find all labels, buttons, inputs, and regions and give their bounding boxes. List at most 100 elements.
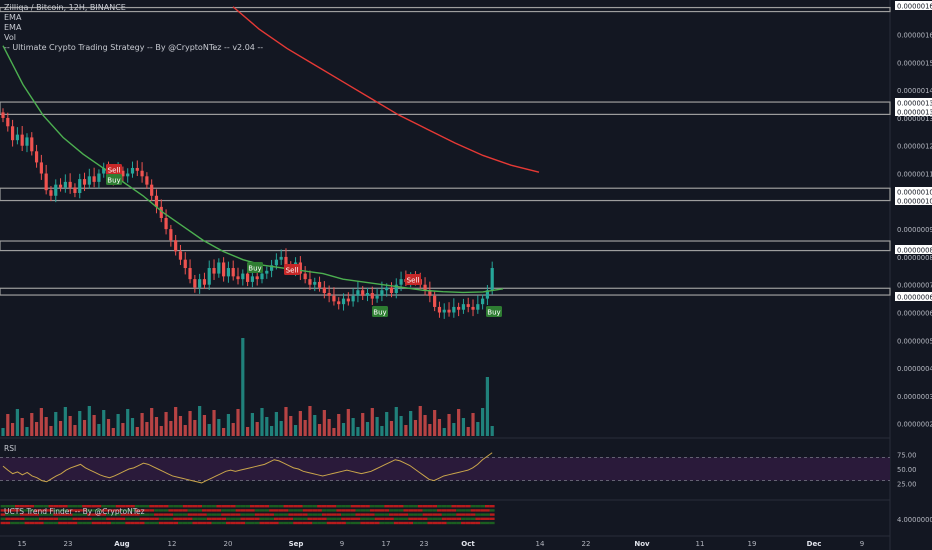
trend-cell: [489, 517, 495, 520]
trend-cell: [62, 509, 68, 512]
trend-cell: [283, 509, 289, 512]
trend-cell: [96, 517, 102, 520]
volume-bar: [457, 409, 461, 436]
trend-cell: [312, 517, 318, 520]
candle-body: [135, 167, 139, 171]
trend-cell: [53, 509, 59, 512]
volume-bar: [250, 413, 254, 436]
candle-body: [1, 112, 5, 118]
trend-cell: [202, 513, 207, 516]
trend-cell: [317, 505, 322, 508]
trend-cell: [115, 521, 121, 525]
trend-cell: [312, 509, 318, 512]
candle-body: [145, 176, 149, 185]
volume-bar: [375, 417, 379, 436]
volume-bar: [284, 407, 288, 436]
trend-cell: [288, 521, 294, 525]
trend-cell: [168, 517, 174, 520]
signal-sell-marker: [405, 274, 421, 285]
trend-cell: [432, 521, 438, 525]
candle-body: [130, 167, 135, 174]
trend-cell: [53, 521, 59, 525]
volume-bar: [49, 426, 53, 436]
volume-bar: [279, 421, 283, 436]
trend-cell: [355, 521, 361, 525]
trend-cell: [341, 509, 346, 512]
indicator-ema-1[interactable]: EMA: [4, 13, 22, 22]
trend-cell: [350, 509, 356, 512]
trend-cell: [326, 513, 332, 516]
rsi-tick-label: 75.00: [897, 452, 916, 460]
trend-cell: [398, 505, 404, 508]
trend-cell: [269, 509, 274, 512]
trend-cell: [38, 513, 44, 516]
rsi-pane: [0, 452, 890, 484]
trend-cell: [53, 505, 59, 508]
trend-cell: [77, 513, 83, 516]
volume-bar: [433, 410, 437, 436]
trend-cell: [53, 517, 59, 520]
volume-bar: [82, 420, 87, 436]
volume-bar: [10, 423, 15, 436]
trend-cell: [293, 513, 298, 516]
trend-cell: [331, 521, 337, 525]
trend-cell: [389, 521, 394, 525]
trend-cell: [139, 509, 145, 512]
trend-cell: [168, 521, 174, 525]
trend-cell: [422, 521, 428, 525]
trend-cell: [326, 509, 332, 512]
trend-cell: [413, 513, 418, 516]
trend-cell: [393, 517, 399, 520]
trend-cell: [29, 521, 35, 525]
trend-cell: [389, 509, 394, 512]
trend-cell: [10, 513, 15, 516]
trend-cell: [240, 513, 246, 516]
candle-body: [269, 265, 274, 271]
signal-sell-label: Sell: [407, 277, 420, 285]
trend-cell: [72, 509, 78, 512]
trend-cell: [24, 505, 30, 508]
candle-body: [246, 273, 250, 282]
trend-cell: [163, 505, 169, 508]
rsi-label[interactable]: RSI: [4, 444, 17, 453]
trend-cell: [475, 517, 481, 520]
trend-cell: [149, 517, 155, 520]
trend-cell: [249, 505, 255, 508]
trend-cell: [321, 509, 327, 512]
trend-cell: [101, 505, 107, 508]
indicator-ucts[interactable]: -- Ultimate Crypto Trading Strategy -- B…: [4, 43, 264, 52]
trend-cell: [67, 521, 73, 525]
candle-body: [332, 295, 336, 302]
trend-cell: [475, 509, 481, 512]
candle-body: [274, 259, 278, 266]
time-axis[interactable]: 15 23 Aug 12 20 Sep 9 17 23 Oct 14 22 Nov 11 19 Dec 9: [18, 540, 865, 548]
trend-cell: [360, 509, 366, 512]
candle-body: [183, 259, 187, 269]
trend-cell: [489, 521, 495, 525]
trend-cell: [86, 513, 92, 516]
signal-buy-label: Buy: [487, 309, 500, 317]
volume-bar: [437, 419, 442, 436]
volume-bar: [126, 409, 130, 436]
trend-cell: [254, 513, 260, 516]
trend-cell: [139, 521, 145, 525]
candle-body: [346, 298, 350, 302]
volume-bar: [116, 414, 120, 436]
indicator-vol[interactable]: Vol: [4, 33, 16, 42]
indicator-ema-2[interactable]: EMA: [4, 23, 22, 32]
trend-cell: [350, 517, 356, 520]
symbol-title[interactable]: Zilliqa / Bitcoin, 12H, BINANCE: [4, 3, 126, 12]
volume-bar: [370, 408, 374, 436]
trend-finder-label[interactable]: UCTS Trend Finder -- By @CryptoNTez: [4, 507, 145, 516]
trend-cell: [216, 521, 222, 525]
trend-cell: [269, 505, 274, 508]
price-mark-label: 0.00000104: [897, 189, 932, 197]
trend-cell: [91, 505, 97, 508]
trend-cell: [144, 513, 150, 516]
trend-cell: [149, 505, 155, 508]
volume-bar: [317, 424, 322, 436]
trend-cell: [489, 509, 495, 512]
